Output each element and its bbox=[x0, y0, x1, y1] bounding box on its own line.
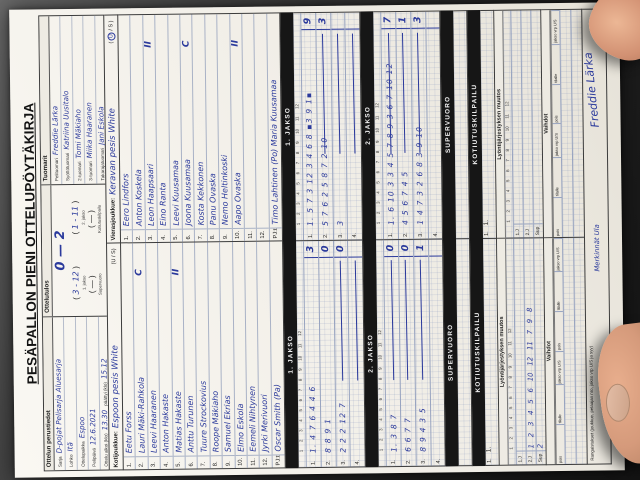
perustiedot-section: Ottelun perustiedot Sarja D-pojat Pelisa… bbox=[42, 315, 109, 471]
score-row: 4. bbox=[424, 11, 443, 239]
final-score: 0 — 2 bbox=[52, 230, 69, 271]
vaihdot-band: Vaihdot pois tilalle jakso vrp U/S pois tila… bbox=[541, 8, 588, 466]
muutos-away: Lyöntijärjestyksen muutos 1 2 3 4 5 6 7 … bbox=[494, 10, 543, 238]
jakso1-score: ( 3 - 12 ) 1. jakso bbox=[71, 266, 87, 300]
vaihdot-away: Vaihdot pois tilalle jakso vrp U/S pois tila… bbox=[541, 9, 584, 238]
jakso1-away-grid: 1 2 3 4 5 6 7 8 9 10 11 12 1. 1. 5 7 3 12… bbox=[293, 12, 363, 241]
score-row: 4. bbox=[344, 12, 363, 240]
away-team-header: Vierasjoukkue: Keravan pesis White ( U /… bbox=[106, 20, 118, 241]
supervuoro-home bbox=[456, 238, 473, 466]
ottelutulos-section: Ottelutulos 0 — 2 ( 3 - 12 ) 1. jakso ( … bbox=[41, 183, 107, 316]
vaihdot-home: Vaihdot pois tilalle jakso vrp U/S pois tila… bbox=[543, 236, 587, 465]
kotiutuskilpailu-score: ( — ) Kotiutuskilpailu bbox=[86, 204, 102, 233]
score-row: 4. bbox=[347, 240, 366, 467]
jakso1-grids: 1 2 3 4 5 6 7 8 9 10 11 12 1. 1. 4 7 6 4 … bbox=[293, 11, 367, 469]
fingernail bbox=[605, 383, 631, 423]
header-band: Ottelun perustiedot Sarja D-pojat Pelisa… bbox=[38, 14, 110, 472]
extra-scores: ( — ) Supervuoro ( — ) Kotiutuskilpailu bbox=[86, 185, 103, 316]
muutos-band: Lyöntijärjestyksen muutos 1 2 3 4 5 6 7 … bbox=[494, 9, 547, 466]
jakso1-home-grid: 1 2 3 4 5 6 7 8 9 10 11 12 1. 1. 4 7 6 4 … bbox=[296, 239, 366, 468]
away-roster: 1. Eero Lindfors 2. Anton Koskela 3. Leon H… bbox=[118, 13, 283, 243]
supervuoro-score: ( — ) Supervuoro bbox=[87, 273, 103, 296]
score-row: 4. bbox=[427, 239, 446, 466]
kotiutus-away: 1.1. bbox=[480, 10, 497, 238]
tuomarit-section: Tuomarit Pelituomari Freddie Lärka Syöttö… bbox=[39, 15, 106, 185]
home-roster: 1. Eetu Forss 2. Lauri Mäki-Rahkola C 3. Lee… bbox=[121, 240, 285, 470]
muutos-home: Lyöntijärjestyksen muutos 1 2 3 4 5 6 7 … bbox=[497, 237, 546, 465]
kotiutus-home: 1.1. bbox=[483, 237, 500, 465]
period-scores: ( 3 - 12 ) 1. jakso ( 1 - 11 ) 2. jakso bbox=[70, 185, 87, 316]
home-team-header: Kotijoukkue: Espoon pesis White (U / S) bbox=[107, 242, 123, 470]
jakso2-score: ( 1 - 11 ) 2. jakso bbox=[70, 200, 86, 235]
form-title: PESÄPALLON PIENI OTTELUPÖYTÄKIRJA bbox=[21, 102, 40, 385]
jakso2-away-grid: 1 2 3 4 5 6 7 8 9 10 11 12 1. 1. 6 10 3 3… bbox=[373, 11, 443, 240]
roster-band: 1. Eetu Forss 2. Lauri Mäki-Rahkola C 3. Lee… bbox=[118, 12, 286, 471]
supervuoro-away bbox=[453, 11, 470, 239]
handwritten-note: Merkinnät Ula bbox=[592, 224, 602, 272]
scoresheet-form: PESÄPALLON PIENI OTTELUPÖYTÄKIRJA Ottelu… bbox=[9, 2, 625, 478]
